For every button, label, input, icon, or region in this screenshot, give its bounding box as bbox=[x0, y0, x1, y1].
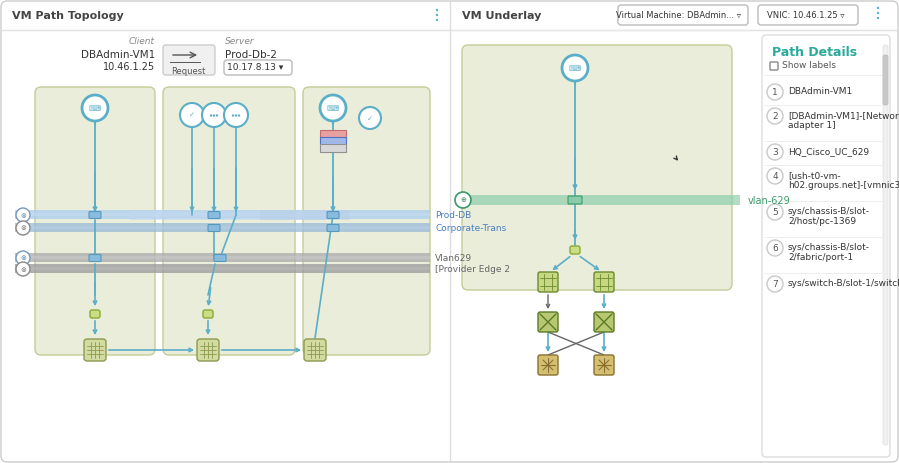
FancyBboxPatch shape bbox=[303, 87, 430, 355]
Circle shape bbox=[238, 114, 240, 117]
Text: Corporate-Trans: Corporate-Trans bbox=[435, 224, 506, 233]
Text: ✓: ✓ bbox=[189, 113, 195, 119]
Text: adapter 1]: adapter 1] bbox=[788, 121, 836, 130]
Circle shape bbox=[359, 107, 381, 129]
Text: Client: Client bbox=[129, 38, 155, 46]
Circle shape bbox=[213, 114, 215, 117]
Circle shape bbox=[767, 144, 783, 160]
Text: Prod-Db-2: Prod-Db-2 bbox=[225, 50, 277, 60]
FancyBboxPatch shape bbox=[758, 5, 858, 25]
Circle shape bbox=[436, 14, 438, 16]
Text: VM Underlay: VM Underlay bbox=[462, 11, 541, 21]
Circle shape bbox=[767, 84, 783, 100]
Text: ⌨: ⌨ bbox=[89, 104, 101, 113]
FancyBboxPatch shape bbox=[883, 55, 888, 105]
Circle shape bbox=[202, 103, 226, 127]
FancyBboxPatch shape bbox=[304, 339, 326, 361]
Bar bbox=[260, 210, 350, 220]
Text: Request: Request bbox=[171, 68, 205, 76]
Circle shape bbox=[232, 114, 235, 117]
Text: ⌨: ⌨ bbox=[327, 104, 339, 113]
Circle shape bbox=[82, 95, 108, 121]
Circle shape bbox=[16, 208, 30, 222]
Text: 5: 5 bbox=[772, 208, 778, 217]
Bar bbox=[320, 130, 346, 138]
Text: ⊗: ⊗ bbox=[20, 256, 26, 262]
Text: 10.17.8.13 ▾: 10.17.8.13 ▾ bbox=[227, 63, 283, 71]
FancyBboxPatch shape bbox=[84, 339, 106, 361]
FancyBboxPatch shape bbox=[224, 60, 292, 75]
Text: [Provider Edge 2: [Provider Edge 2 bbox=[435, 265, 510, 274]
Text: 3: 3 bbox=[772, 148, 778, 157]
Text: sys/chassis-B/slot-: sys/chassis-B/slot- bbox=[788, 207, 870, 216]
Text: Server: Server bbox=[225, 38, 254, 46]
Circle shape bbox=[877, 17, 879, 19]
FancyBboxPatch shape bbox=[163, 45, 215, 75]
Text: [ush-t0-vm-: [ush-t0-vm- bbox=[788, 171, 841, 180]
Circle shape bbox=[16, 262, 30, 276]
FancyBboxPatch shape bbox=[197, 339, 219, 361]
Bar bbox=[15, 223, 430, 232]
Circle shape bbox=[436, 9, 438, 11]
FancyBboxPatch shape bbox=[214, 255, 226, 262]
Circle shape bbox=[180, 103, 204, 127]
Text: sys/chassis-B/slot-: sys/chassis-B/slot- bbox=[788, 243, 870, 252]
Circle shape bbox=[877, 7, 879, 9]
Circle shape bbox=[767, 276, 783, 292]
FancyBboxPatch shape bbox=[327, 212, 339, 219]
Text: Show labels: Show labels bbox=[782, 62, 836, 70]
FancyBboxPatch shape bbox=[327, 225, 339, 232]
Text: 2/host/pc-1369: 2/host/pc-1369 bbox=[788, 217, 856, 226]
Text: DBAdmin-VM1: DBAdmin-VM1 bbox=[788, 87, 852, 96]
FancyBboxPatch shape bbox=[568, 196, 582, 204]
Bar bbox=[15, 226, 430, 229]
Bar bbox=[320, 137, 346, 145]
FancyBboxPatch shape bbox=[538, 355, 558, 375]
FancyBboxPatch shape bbox=[883, 45, 888, 445]
FancyBboxPatch shape bbox=[538, 312, 558, 332]
Bar bbox=[455, 195, 740, 205]
Text: ⊕: ⊕ bbox=[460, 198, 466, 204]
Text: VNIC: 10.46.1.25 ▿: VNIC: 10.46.1.25 ▿ bbox=[767, 11, 845, 19]
Text: ✓: ✓ bbox=[367, 115, 373, 121]
Circle shape bbox=[767, 240, 783, 256]
Circle shape bbox=[455, 192, 471, 208]
FancyBboxPatch shape bbox=[462, 45, 732, 290]
Text: 2: 2 bbox=[772, 112, 778, 121]
Bar bbox=[15, 210, 430, 219]
Text: h02.groups.net]-[vmnic3]: h02.groups.net]-[vmnic3] bbox=[788, 181, 899, 190]
Text: 10.46.1.25: 10.46.1.25 bbox=[102, 62, 155, 72]
Bar bbox=[15, 256, 430, 259]
Circle shape bbox=[16, 251, 30, 265]
Text: ⊗: ⊗ bbox=[20, 213, 26, 219]
Circle shape bbox=[216, 114, 218, 117]
Text: ⊗: ⊗ bbox=[20, 267, 26, 273]
Text: 1: 1 bbox=[772, 88, 778, 97]
Bar bbox=[15, 264, 430, 273]
Circle shape bbox=[235, 114, 237, 117]
Bar bbox=[15, 213, 430, 216]
Circle shape bbox=[877, 12, 879, 14]
Text: ⊗: ⊗ bbox=[20, 225, 26, 232]
Text: vlan-629: vlan-629 bbox=[748, 195, 791, 206]
Text: 4: 4 bbox=[772, 172, 778, 181]
Text: Virtual Machine: DBAdmin... ▿: Virtual Machine: DBAdmin... ▿ bbox=[616, 11, 741, 19]
Text: DBAdmin-VM1: DBAdmin-VM1 bbox=[81, 50, 155, 60]
Circle shape bbox=[320, 95, 346, 121]
Text: sys/switch-B/slot-1/switch-: sys/switch-B/slot-1/switch- bbox=[788, 279, 899, 288]
Bar bbox=[320, 144, 346, 152]
FancyBboxPatch shape bbox=[89, 255, 101, 262]
FancyBboxPatch shape bbox=[762, 35, 890, 457]
Circle shape bbox=[767, 108, 783, 124]
Circle shape bbox=[224, 103, 248, 127]
Text: Path Details: Path Details bbox=[772, 45, 857, 58]
Bar bbox=[130, 210, 325, 220]
FancyBboxPatch shape bbox=[208, 225, 220, 232]
Circle shape bbox=[562, 55, 588, 81]
FancyBboxPatch shape bbox=[203, 310, 213, 318]
FancyBboxPatch shape bbox=[208, 212, 220, 219]
FancyBboxPatch shape bbox=[618, 5, 748, 25]
FancyBboxPatch shape bbox=[35, 87, 155, 355]
FancyBboxPatch shape bbox=[90, 310, 100, 318]
